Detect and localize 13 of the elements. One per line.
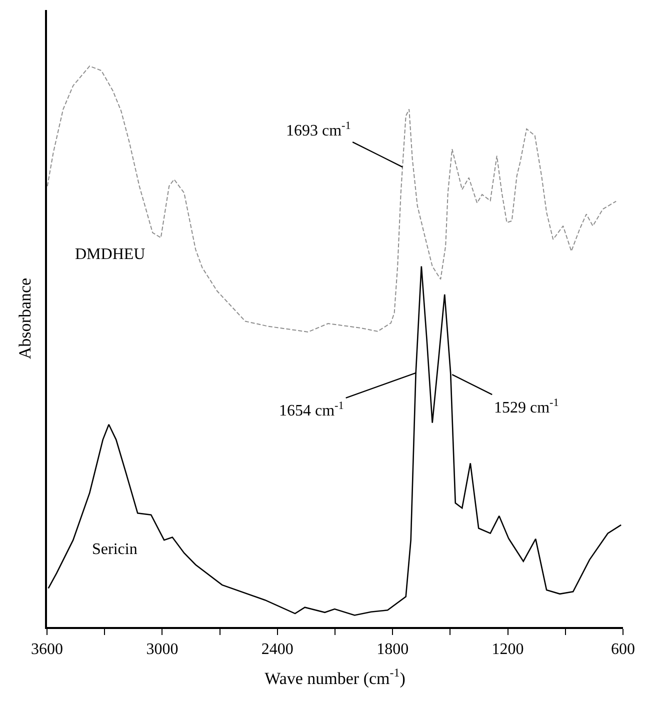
x-tick-label: 1800 [376,640,409,658]
series-label: Sericin [92,541,138,558]
x-tick-label: 1200 [492,640,524,658]
x-tick-label: 600 [611,640,635,658]
x-tick-label: 3000 [146,640,178,658]
series-label: DMDHEU [75,246,146,263]
x-tick-label: 2400 [261,640,294,658]
annotation: 1693 cm$^{-1}$ [286,120,351,140]
annotation: 1654 cm$^{-1}$ [279,400,344,420]
x-axis-title: Wave number (cm$^{-1}$) [264,666,406,688]
x-tick-label: 3600 [31,640,63,658]
y-axis-title: Absorbance [15,278,34,360]
annotation: 1529 cm$^{-1}$ [494,397,559,417]
